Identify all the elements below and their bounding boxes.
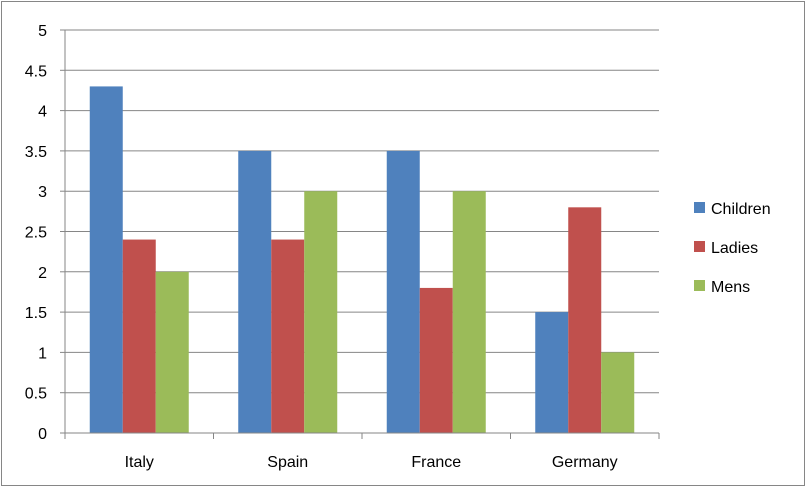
bar-mens-spain: [304, 191, 338, 433]
legend-label-mens: Mens: [711, 279, 750, 296]
bar-children-italy: [89, 86, 123, 434]
legend: Children Ladies Mens: [694, 201, 771, 296]
bar-ladies-france: [419, 287, 453, 433]
x-category-label: Spain: [267, 454, 308, 471]
y-tick-label: 2: [38, 265, 47, 282]
legend-label-ladies: Ladies: [711, 240, 758, 257]
axes: [60, 29, 660, 439]
y-tick-label: 2.5: [25, 225, 47, 242]
y-tick-label: 0.5: [25, 386, 47, 403]
bar-children-germany: [535, 312, 569, 433]
y-tick-label: 4.5: [25, 63, 47, 80]
x-category-label: Germany: [552, 454, 618, 471]
y-tick-label: 1: [38, 345, 47, 362]
bar-children-spain: [238, 150, 272, 433]
y-tick-labels: 0 0.5 1 1.5 2 2.5 3 3.5 4 4.5 5: [25, 23, 47, 443]
bar-children-france: [386, 150, 420, 433]
x-category-label: Italy: [125, 454, 154, 471]
bars: [89, 86, 635, 434]
legend-swatch-mens: [694, 280, 705, 291]
bar-mens-france: [452, 191, 486, 433]
y-tick-label: 0: [38, 426, 47, 443]
bar-ladies-germany: [568, 207, 602, 433]
bar-mens-italy: [155, 271, 189, 433]
bar-ladies-italy: [122, 239, 156, 433]
y-tick-label: 5: [38, 23, 47, 40]
y-tick-label: 3.5: [25, 144, 47, 161]
x-category-label: France: [411, 454, 461, 471]
y-tick-label: 4: [38, 104, 47, 121]
bar-mens-germany: [601, 352, 635, 433]
bar-ladies-spain: [271, 239, 305, 433]
legend-swatch-ladies: [694, 241, 705, 252]
y-tick-label: 1.5: [25, 305, 47, 322]
legend-swatch-children: [694, 202, 705, 213]
x-category-labels: Italy Spain France Germany: [125, 454, 618, 471]
y-tick-label: 3: [38, 184, 47, 201]
legend-label-children: Children: [711, 201, 771, 218]
